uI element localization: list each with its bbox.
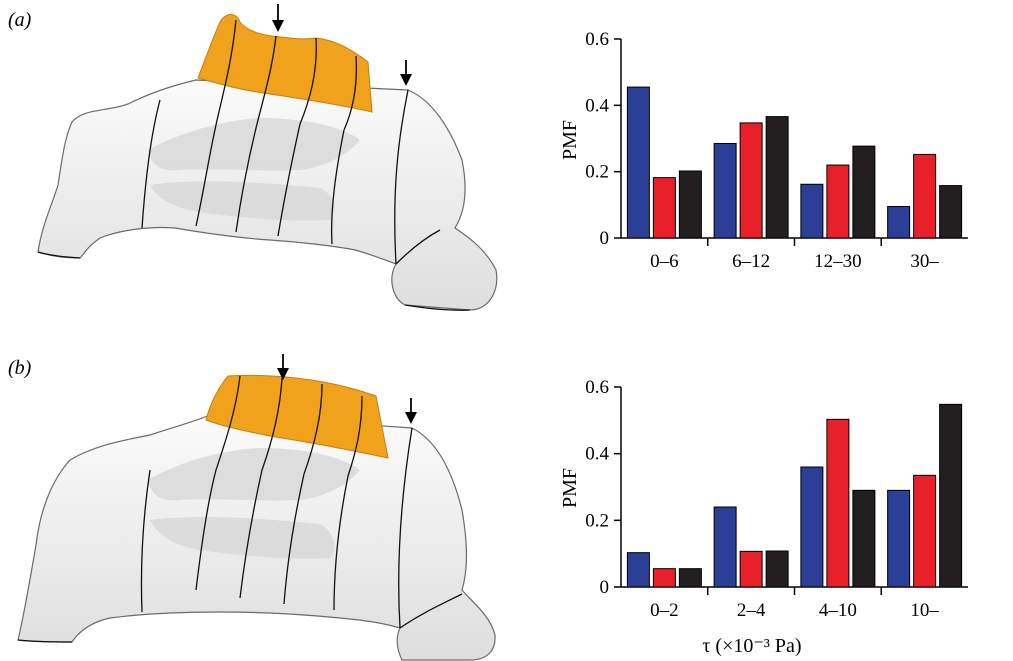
panel-label-a: (a) bbox=[8, 9, 32, 31]
y-axis-label-b: PMF bbox=[559, 468, 581, 508]
contour-b-8 bbox=[17, 639, 73, 643]
bar-b-series2-1 bbox=[652, 568, 676, 588]
y-tick-label-b: 0 bbox=[600, 577, 610, 598]
bar-a-series1-2 bbox=[713, 142, 737, 239]
contour-a-6 bbox=[141, 99, 161, 229]
bar-a-series3-2 bbox=[765, 116, 789, 239]
surface-shade-b2 bbox=[150, 517, 335, 559]
contour-a-7 bbox=[395, 229, 441, 265]
bar-b-series1-3 bbox=[800, 466, 824, 588]
contour-b-3 bbox=[283, 383, 323, 605]
bar-a-series1-1 bbox=[626, 86, 650, 239]
x-tick-label-a: 12–30 bbox=[814, 251, 862, 272]
surface-shade-a bbox=[148, 118, 360, 171]
x-tick-label-b: 0–2 bbox=[650, 600, 679, 621]
bar-b-series2-2 bbox=[739, 550, 763, 588]
bar-b-series1-4 bbox=[887, 489, 911, 588]
contour-b-4 bbox=[333, 395, 363, 611]
x-tick-label-a: 6–12 bbox=[732, 251, 770, 272]
contour-a-5 bbox=[394, 89, 409, 265]
bar-a-series3-4 bbox=[939, 185, 963, 239]
bar-a-series3-3 bbox=[852, 145, 876, 239]
y-tick-label-b: 0.2 bbox=[585, 510, 609, 531]
bar-b-series3-3 bbox=[852, 489, 876, 588]
contour-a-1 bbox=[195, 19, 237, 227]
down-arrow-icon bbox=[272, 4, 284, 32]
x-tick-label-b: 4–10 bbox=[819, 600, 857, 621]
bar-b-series2-3 bbox=[826, 418, 850, 588]
contour-b-6 bbox=[140, 469, 151, 613]
olfactory-region-a bbox=[197, 14, 373, 113]
y-tick-label-b: 0.4 bbox=[585, 444, 609, 465]
olfactory-region-b bbox=[205, 374, 389, 459]
bar-chart-b: PMF τ (×10⁻³ Pa) 0 0.2 0.4 0.6 0–2 2–4 4–10 10– bbox=[559, 377, 968, 657]
nasal-cavity-model-a bbox=[37, 4, 498, 311]
panel-label-b: (b) bbox=[8, 357, 32, 379]
x-tick-label-b: 2–4 bbox=[737, 600, 766, 621]
bar-b-series3-4 bbox=[939, 403, 963, 588]
bar-a-series2-1 bbox=[652, 177, 676, 239]
contour-a-8 bbox=[37, 251, 81, 259]
bar-chart-a: PMF 0 0.2 0.4 0.6 0–6 6–12 12–30 30– bbox=[559, 29, 968, 272]
contour-a-3 bbox=[277, 37, 317, 237]
surface-shade-a2 bbox=[150, 181, 335, 221]
bar-b-series1-1 bbox=[626, 552, 650, 588]
contour-b-5 bbox=[398, 427, 413, 629]
bar-b-series3-2 bbox=[765, 550, 789, 588]
bar-b-series3-1 bbox=[678, 568, 702, 588]
contour-a-4 bbox=[330, 55, 358, 245]
y-tick-label-a: 0 bbox=[600, 228, 610, 249]
contour-a-2 bbox=[235, 35, 277, 233]
down-arrow-icon bbox=[400, 60, 412, 86]
x-tick-label-a: 30– bbox=[910, 251, 939, 272]
bar-a-series2-4 bbox=[913, 153, 937, 239]
y-axis-label-a: PMF bbox=[559, 120, 581, 160]
contour-b-7 bbox=[399, 593, 463, 629]
y-tick-label-a: 0.4 bbox=[585, 95, 609, 116]
bar-a-series2-3 bbox=[826, 164, 850, 239]
x-axis-label-b: τ (×10⁻³ Pa) bbox=[702, 635, 801, 657]
bar-b-series2-4 bbox=[913, 474, 937, 588]
y-tick-label-a: 0.2 bbox=[585, 162, 609, 183]
bar-a-series3-1 bbox=[678, 170, 702, 239]
contour-b-1 bbox=[195, 375, 241, 591]
bar-a-series2-2 bbox=[739, 122, 763, 239]
contour-b-2 bbox=[239, 377, 283, 599]
bar-b-series1-2 bbox=[713, 506, 737, 588]
down-arrow-icon bbox=[277, 354, 289, 380]
surface-shade-b bbox=[148, 448, 360, 501]
x-tick-label-a: 0–6 bbox=[650, 251, 679, 272]
x-tick-label-b: 10– bbox=[910, 600, 939, 621]
contour-a-9 bbox=[404, 304, 471, 311]
nasal-cavity-model-b bbox=[17, 354, 496, 661]
y-tick-label-b: 0.6 bbox=[585, 377, 609, 398]
bar-a-series1-3 bbox=[800, 183, 824, 239]
down-arrow-icon bbox=[405, 398, 417, 424]
y-tick-label-a: 0.6 bbox=[585, 29, 609, 50]
bar-a-series1-4 bbox=[887, 205, 911, 239]
